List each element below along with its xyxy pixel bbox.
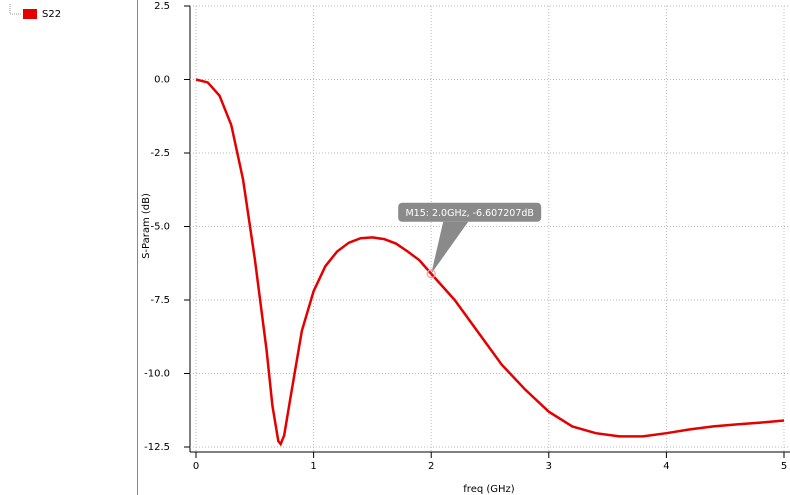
series-line [195,78,785,447]
x-tick-label: 3 [546,461,552,472]
y-tick-label: -5.0 [150,222,170,233]
marker-label: M15: 2.0GHz, -6.607207dB [405,208,533,219]
legend-label: S22 [42,9,61,20]
x-tick-label: 1 [310,461,316,472]
legend-swatch [23,9,37,19]
y-axis-label: S-Param (dB) [141,193,152,259]
y-tick-label: 0.0 [154,75,170,86]
x-tick-label: 4 [663,461,669,472]
x-tick-label: 2 [428,461,434,472]
marker-point [426,269,436,279]
marker-pointer [431,221,469,274]
marker-box [398,202,542,222]
legend-tree [9,4,22,15]
y-tick-label: -7.5 [150,295,170,306]
x-tick-label: 5 [781,461,787,472]
x-tick-label: 0 [193,461,199,472]
y-tick-label: -2.5 [150,148,170,159]
legend: S22 [23,9,61,20]
x-axis-label: freq (GHz) [463,484,515,495]
y-tick-label: 2.5 [154,1,170,12]
y-tick-label: -10.0 [144,369,170,380]
y-tick-label: -12.5 [144,442,170,453]
